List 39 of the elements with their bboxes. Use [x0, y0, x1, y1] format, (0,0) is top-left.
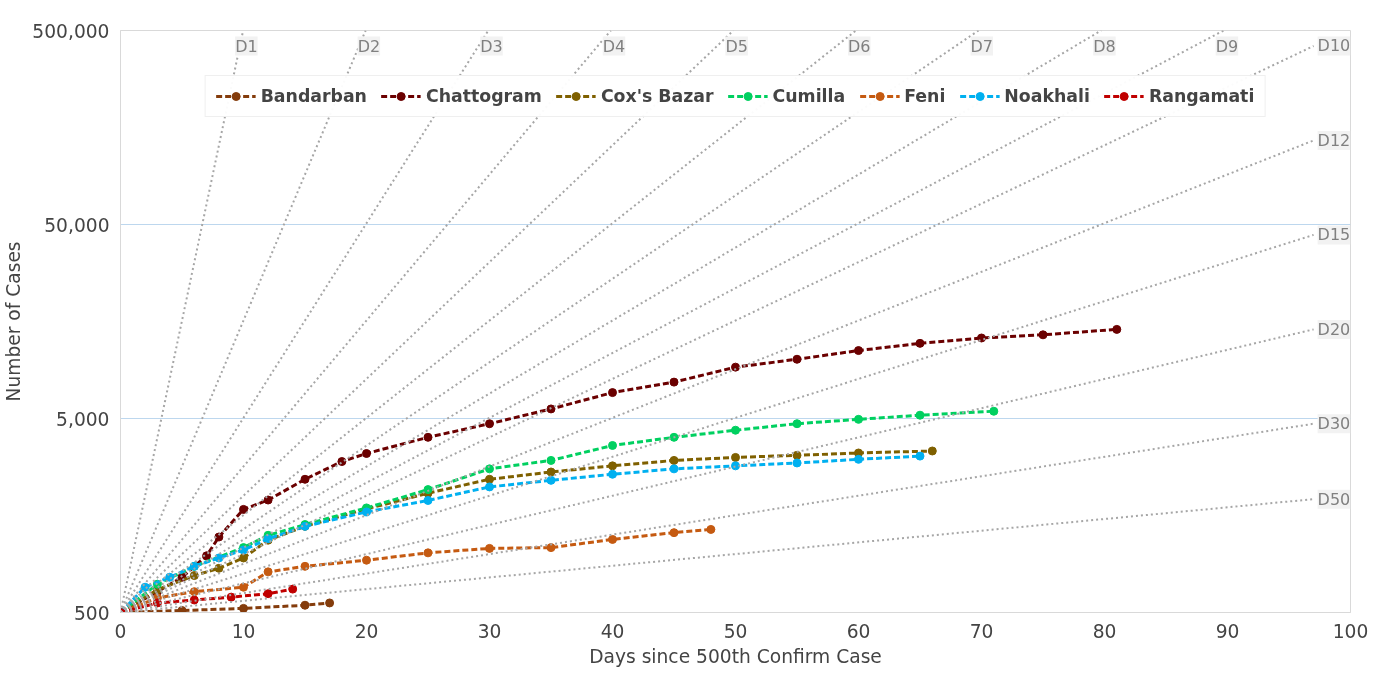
series-label: D5 [725, 36, 748, 56]
series-label: D4 [602, 36, 626, 56]
x-tick-label: 100 [1332, 620, 1369, 642]
y-tick-label: 50,000 [44, 214, 110, 236]
x-tick-label: 0 [114, 620, 127, 642]
x-tick-label: 60 [846, 620, 871, 642]
y-tick-label: 5,000 [56, 408, 110, 430]
series-label: D3 [480, 36, 503, 56]
series-label: D10 [1317, 36, 1351, 56]
x-tick-label: 70 [969, 620, 994, 642]
series-label: D2 [357, 36, 381, 56]
series-label: D1 [235, 36, 258, 56]
series-label: D8 [1093, 36, 1116, 56]
legend-label: Noakhali [1004, 86, 1090, 106]
legend-label: Feni [904, 86, 946, 106]
series-label: D9 [1215, 36, 1239, 56]
series-label: D20 [1317, 319, 1351, 339]
x-tick-label: 80 [1092, 620, 1117, 642]
x-tick-label: 20 [354, 620, 379, 642]
series-label: D15 [1317, 225, 1351, 245]
x-tick-label: 50 [723, 620, 748, 642]
y-axis-title: Number of Cases [3, 241, 25, 402]
x-tick-label: 90 [1215, 620, 1240, 642]
x-tick-label: 30 [477, 620, 502, 642]
x-tick-label: 10 [231, 620, 256, 642]
series-label: D7 [970, 36, 994, 56]
legend-label: Chattogram [425, 86, 542, 106]
series-label: D50 [1317, 489, 1351, 509]
legend-label: Rangamati [1148, 86, 1255, 106]
legend-label: Cumilla [772, 86, 846, 106]
legend-label: Bandarban [260, 86, 367, 106]
series-label: D12 [1317, 130, 1351, 150]
series-label: D30 [1317, 414, 1351, 434]
y-tick-label: 500 [73, 602, 110, 624]
x-axis-title: Days since 500th Confirm Case [589, 645, 882, 667]
y-tick-label: 500,000 [32, 20, 110, 42]
series-label: D6 [848, 36, 871, 56]
x-tick-label: 40 [600, 620, 625, 642]
legend-label: Cox's Bazar [600, 86, 714, 106]
